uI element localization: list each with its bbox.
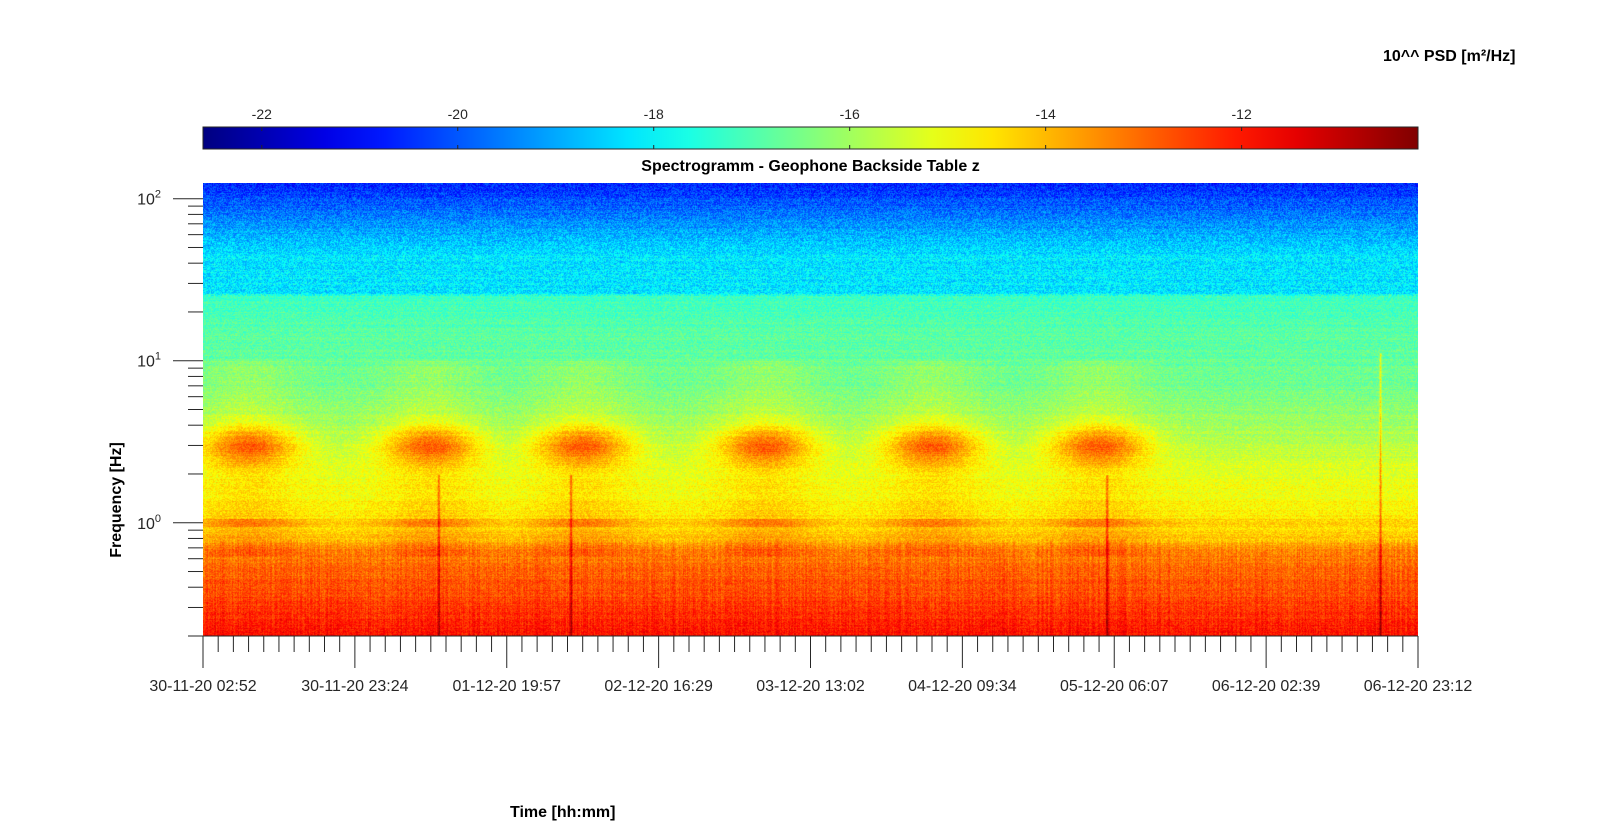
x-tick-label: 30-11-20 02:52 <box>149 678 256 695</box>
x-tick-label: 03-12-20 13:02 <box>756 678 865 695</box>
colorbar-gradient <box>203 127 1418 149</box>
x-axis-label: Time [hh:mm] <box>510 804 616 821</box>
y-axis: 100 101 102 <box>137 189 203 637</box>
colorbar-tick-label: -16 <box>840 106 860 122</box>
colorbar-frame <box>202 126 1419 150</box>
y-tick-label: 101 <box>137 351 161 371</box>
x-tick-label: 04-12-20 09:34 <box>908 678 1017 695</box>
y-tick-label: 100 <box>137 513 161 533</box>
x-tick-label: 01-12-20 19:57 <box>452 678 561 695</box>
y-tick-label: 102 <box>137 189 161 209</box>
x-tick-label: 06-12-20 02:39 <box>1212 678 1321 695</box>
x-tick-label: 02-12-20 16:29 <box>604 678 713 695</box>
colorbar-tick-label: -20 <box>448 106 468 122</box>
colorbar-tick-label: -18 <box>644 106 664 122</box>
chart-title: Spectrogramm - Geophone Backside Table z <box>641 158 980 175</box>
x-tick-label: 05-12-20 06:07 <box>1060 678 1169 695</box>
colorbar-tick-label: -12 <box>1232 106 1252 122</box>
colorbar-tick-label: -14 <box>1036 106 1056 122</box>
spectrogram-image <box>203 183 1418 636</box>
colorbar: -22 -20 -18 -16 -14 -12 <box>202 106 1419 150</box>
x-tick-label: 30-11-20 23:24 <box>301 678 408 695</box>
colorbar-label: 10^^ PSD [m²/Hz] <box>1383 48 1516 65</box>
y-axis-label: Frequency [Hz] <box>108 442 125 558</box>
colorbar-tick-label: -22 <box>252 106 272 122</box>
x-tick-label: 06-12-20 23:12 <box>1364 678 1473 695</box>
x-axis: 30-11-20 02:52 30-11-20 23:24 01-12-20 19:… <box>149 635 1473 695</box>
